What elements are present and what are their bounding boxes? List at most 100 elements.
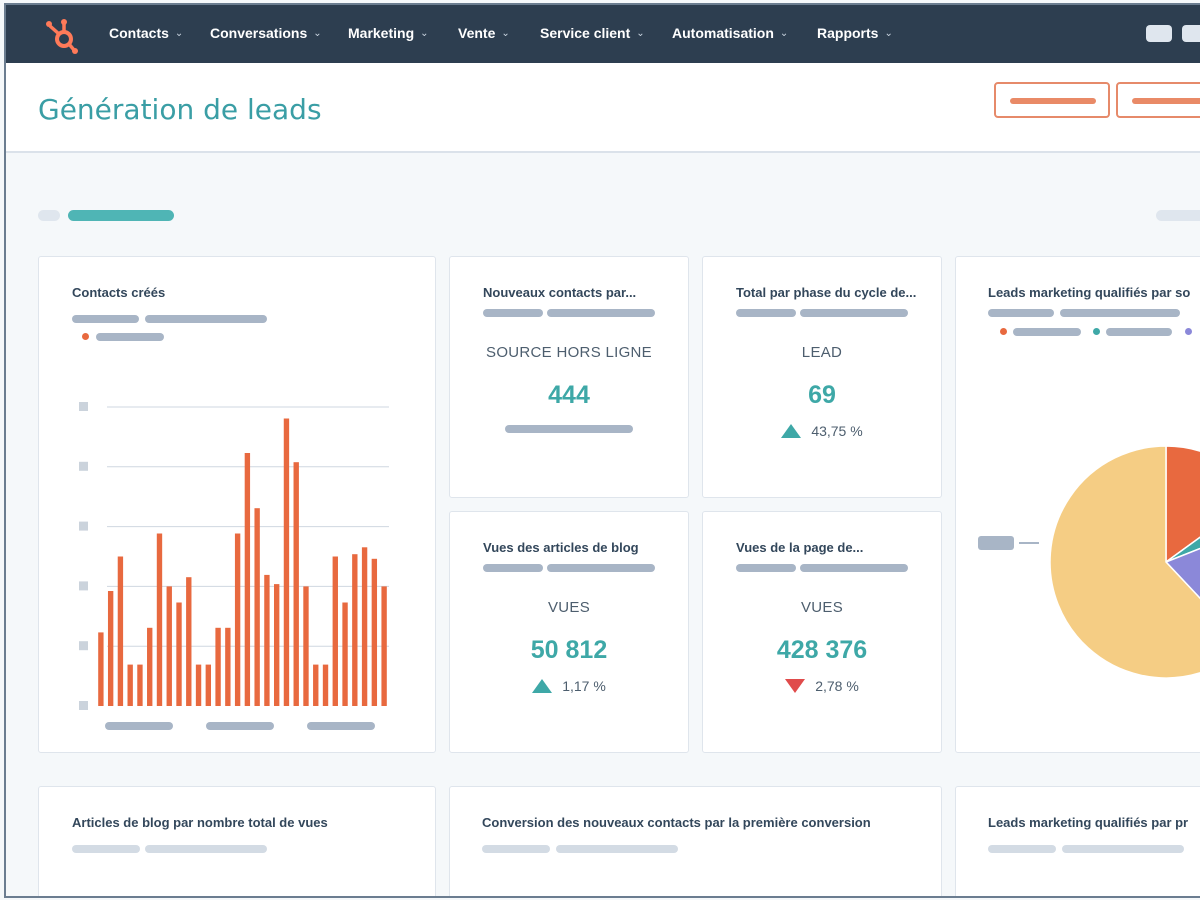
chart-bar [215,627,221,706]
pie-callout-line [1019,542,1039,544]
filter-tab-active[interactable] [68,210,174,221]
page-header: Génération de leads [6,63,1200,153]
chart-bar [195,664,202,706]
chart-bar [283,418,290,706]
subtitle-placeholder [988,309,1054,317]
nav-service-client-label: Service client [540,25,631,41]
card-articles-blog[interactable]: Articles de blog par nombre total de vue… [38,786,436,896]
chart-bar [342,602,348,706]
chart-bar [332,556,338,706]
nav-conversations[interactable]: Conversations ⌄ [210,25,322,41]
subtitle-placeholder [800,564,908,572]
card-leads-mq-pr[interactable]: Leads marketing qualifiés par pr [955,786,1200,896]
chart-bar [381,586,387,706]
subtitle-placeholder [988,845,1056,853]
metric-value: 50 812 [530,636,608,664]
subtitle-placeholder [483,309,543,317]
nav-action-button[interactable] [1182,25,1200,42]
header-action-button[interactable] [994,82,1110,118]
x-tick-label-placeholder [307,722,375,730]
nav-marketing[interactable]: Marketing ⌄ [348,25,429,41]
subtitle-placeholder [72,315,139,323]
chart-bar [273,584,280,706]
subtitle-placeholder [547,309,655,317]
nav-vente[interactable]: Vente ⌄ [458,25,510,41]
subtitle-placeholder [547,564,655,572]
metric-label: SOURCE HORS LIGNE [486,344,652,361]
metric-delta: 1,17 % [450,678,688,694]
metric-delta: 2,78 % [703,678,941,694]
chart-bar [107,591,114,706]
chart-bar [176,602,182,706]
card-title: Total par phase du cycle de... [736,285,917,300]
pie-slice [1165,445,1200,564]
legend-label-placeholder [1106,328,1172,336]
card-vues-page[interactable]: Vues de la page de... VUES 428 376 2,78 … [702,511,942,753]
legend-dot [1185,328,1192,335]
pie-slice [1049,445,1200,679]
filter-toggle[interactable] [38,210,60,221]
trend-up-icon [781,424,802,438]
subtitle-placeholder [556,845,678,853]
nav-action-button[interactable] [1146,25,1172,42]
nav-contacts[interactable]: Contacts ⌄ [109,25,183,41]
chart-bar [166,586,172,706]
chart-bar [313,664,319,706]
legend-dot [82,333,89,340]
card-title: Conversion des nouveaux contacts par la … [482,815,871,830]
card-leads-mq-source[interactable]: Leads marketing qualifiés par so [955,256,1200,753]
metric-label: VUES [547,599,591,616]
header-action-button[interactable] [1116,82,1200,118]
nav-service-client[interactable]: Service client ⌄ [540,25,645,41]
nav-automatisation[interactable]: Automatisation ⌄ [672,25,788,41]
card-title: Contacts créés [72,285,166,300]
legend-label-placeholder [1013,328,1081,336]
subtitle-placeholder [145,315,267,323]
nav-rapports[interactable]: Rapports ⌄ [817,25,893,41]
nav-rapports-label: Rapports [817,25,879,41]
chart-bar [361,547,368,706]
chart-bar [322,664,329,706]
metric-footer-placeholder [505,425,633,433]
legend-dot [1093,328,1100,335]
x-tick-label-placeholder [105,722,173,730]
card-title: Articles de blog par nombre total de vue… [72,815,328,830]
metric-value: 428 376 [776,636,868,664]
card-vues-blog[interactable]: Vues des articles de blog VUES 50 812 1,… [449,511,689,753]
chevron-down-icon: ⌄ [420,27,429,39]
delta-value: 1,17 % [562,678,606,694]
chevron-down-icon: ⌄ [174,27,184,39]
chart-bar [234,533,241,706]
subtitle-placeholder [482,845,550,853]
y-tick-label-placeholder [79,461,88,471]
chevron-down-icon: ⌄ [313,27,322,39]
card-title: Vues des articles de blog [483,540,639,555]
chart-bar [186,577,192,706]
pie-slice [1164,547,1200,600]
trend-down-icon [785,679,806,693]
y-tick-label-placeholder [79,641,88,651]
chevron-down-icon: ⌄ [501,27,510,39]
card-conversion[interactable]: Conversion des nouveaux contacts par la … [449,786,942,896]
filter-control[interactable] [1156,210,1200,221]
chart-bar [156,533,163,706]
app-window: Contacts ⌄ Conversations ⌄ Marketing ⌄ V… [4,3,1200,898]
chart-bar [352,554,358,706]
subtitle-placeholder [145,845,267,853]
card-nouveaux-contacts[interactable]: Nouveaux contacts par... SOURCE HORS LIG… [449,256,689,498]
metric-value: 444 [548,381,590,409]
chevron-down-icon: ⌄ [884,27,893,39]
legend-dot [1000,328,1007,335]
subtitle-placeholder [736,564,796,572]
card-title: Vues de la page de... [736,540,864,555]
y-tick-label-placeholder [79,402,88,411]
trend-up-icon [532,679,553,693]
nav-contacts-label: Contacts [109,25,169,41]
card-total-phase[interactable]: Total par phase du cycle de... LEAD 69 4… [702,256,942,498]
nav-automatisation-label: Automatisation [672,25,774,41]
chart-bar [225,627,231,706]
hubspot-sprocket-icon[interactable] [42,15,82,55]
y-tick-label-placeholder [79,701,88,710]
chart-bar [127,664,133,706]
card-contacts-crees[interactable]: Contacts créés [38,256,436,753]
